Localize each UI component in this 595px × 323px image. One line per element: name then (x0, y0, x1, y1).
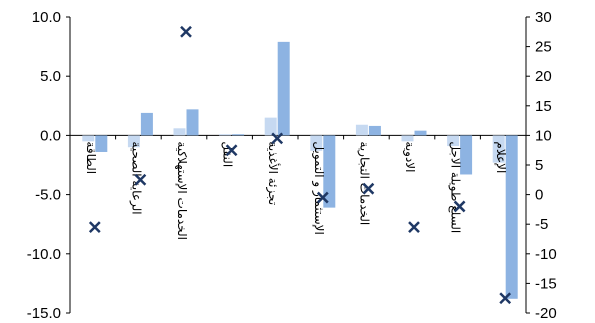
bar-series-2 (186, 109, 199, 136)
marker-x (316, 191, 329, 204)
bar-series-1 (355, 124, 368, 136)
marker-x (271, 132, 284, 145)
bar-series-2 (95, 135, 108, 152)
y-right-tick-label: 5 (535, 157, 543, 174)
category-label: السلع طويلة الاجل (448, 141, 463, 233)
bar-series-1 (219, 134, 232, 136)
bar-series-2 (277, 41, 290, 136)
bar-series-2 (368, 125, 381, 136)
y-left-tick-label: -5.0 (35, 187, 61, 204)
y-right-tick-label: 25 (535, 39, 552, 56)
y-right-tick-label: 10 (535, 127, 552, 144)
y-right-tick-label: 15 (535, 98, 552, 115)
bar-series-1 (82, 135, 95, 142)
bar-series-2 (140, 112, 153, 136)
category-label: الإعلام (494, 141, 508, 173)
plot-area: 10.0 5.0 0.0 -5.0 -10.0 -15.0 30 25 20 15 10 5 0 -5 -1… (27, 9, 557, 322)
y-right-tick-label: 0 (535, 187, 543, 204)
bar-series-2 (323, 135, 336, 208)
marker-x (453, 200, 466, 213)
y-left-tick-label: 10.0 (32, 9, 61, 26)
y-right-tick-label: 30 (535, 9, 552, 26)
bar-series-1 (173, 128, 186, 136)
category-label: الإستثمار و التمويل (311, 141, 326, 234)
marker-x (225, 144, 238, 157)
bar-series-2 (505, 135, 518, 299)
category-label: تجزئة الأغذية (265, 141, 281, 205)
bar-series-2 (414, 130, 427, 136)
marker-x (134, 173, 147, 186)
category-label: الطاقة (84, 141, 98, 174)
bar-series-2 (460, 135, 473, 175)
category-label: الادوية (402, 141, 417, 172)
y-left-tick-label: 0.0 (40, 127, 61, 144)
bar-series-1 (264, 117, 277, 136)
bar-series-1 (401, 135, 414, 142)
bar-series-1 (310, 135, 323, 151)
bar-series-1 (447, 135, 460, 147)
y-right-tick-label: -20 (535, 305, 557, 322)
y-left-tick-label: 5.0 (40, 68, 61, 85)
y-right-tick-label: -15 (535, 275, 557, 292)
marker-x (408, 221, 420, 234)
bar-series-1 (492, 135, 505, 163)
y-left-tick-label: -15.0 (27, 305, 61, 322)
y-right-tick-label: -10 (535, 246, 557, 263)
marker-x (180, 25, 192, 38)
y-right-tick-label: -5 (535, 216, 548, 233)
category-label: الخدمات الإستهلاكية (175, 141, 189, 240)
y-left-tick-label: -10.0 (27, 246, 61, 263)
y-right-tick-label: 20 (535, 68, 552, 85)
marker-x (499, 292, 512, 305)
bar-series-2 (232, 134, 245, 136)
category-label: الرعاية الصحية (128, 141, 143, 214)
bar-series-1 (127, 135, 140, 148)
marker-x (362, 182, 375, 195)
marker-x (88, 221, 101, 234)
